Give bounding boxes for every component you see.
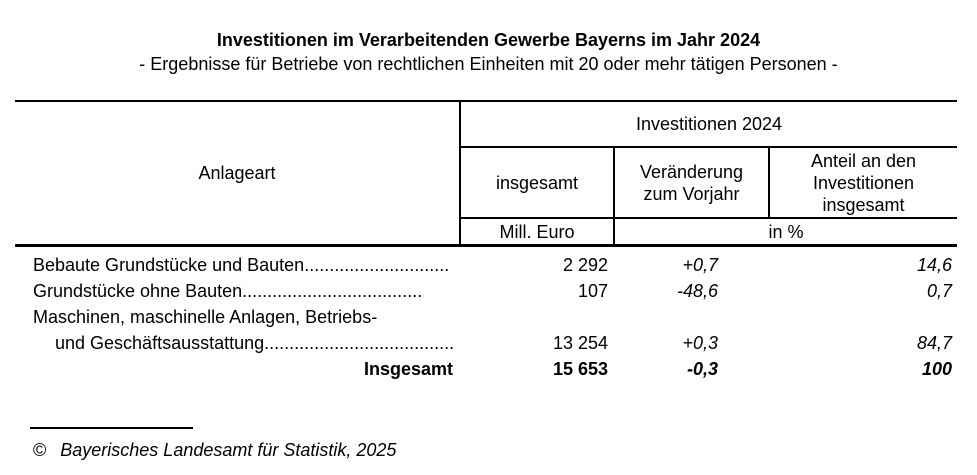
row-label-text: Grundstücke ohne Bauten <box>33 280 243 301</box>
dot-leader: ............................. <box>304 254 450 275</box>
column-header-anlageart: Anlageart <box>15 102 461 244</box>
unit-header-mill-euro: Mill. Euro <box>461 219 615 244</box>
value-veraenderung: -0,3 <box>686 358 718 379</box>
value-anteil: 100 <box>921 358 952 379</box>
table-row-bebaute-grundstuecke: Bebaute Grundstücke und Bauten..........… <box>15 252 957 278</box>
row-label: Bebaute Grundstücke und Bauten..........… <box>15 255 461 276</box>
column-group-header-investitionen: Investitionen 2024 <box>461 102 957 148</box>
table-header: Anlageart Investitionen 2024 insgesamt V… <box>15 100 957 247</box>
value-anteil: 14,6 <box>916 254 952 275</box>
row-label-text: und Geschäftsausstattung <box>55 332 265 353</box>
dot-leader: ...................................... <box>264 332 455 353</box>
table-row-maschinen-line1: Maschinen, maschinelle Anlagen, Betriebs… <box>15 304 957 330</box>
footnote-divider <box>30 427 193 429</box>
value-insgesamt: 107 <box>577 280 608 301</box>
row-label-text: Maschinen, maschinelle Anlagen, Betriebs… <box>33 306 378 327</box>
column-header-insgesamt: insgesamt <box>461 148 615 219</box>
column-header-anteil: Anteil an den Investitionen insgesamt <box>770 148 957 219</box>
row-label: und Geschäftsausstattung................… <box>15 333 461 354</box>
table-row-insgesamt-total: Insgesamt 15 653 -0,3 100 <box>15 356 957 382</box>
dot-leader: .................................... <box>242 280 423 301</box>
investment-table: Anlageart Investitionen 2024 insgesamt V… <box>15 100 957 382</box>
page-subtitle: - Ergebnisse für Betriebe von rechtliche… <box>139 54 838 74</box>
unit-header-percent: in % <box>768 221 804 242</box>
row-label: Grundstücke ohne Bauten.................… <box>15 281 461 302</box>
copyright-text: Bayerisches Landesamt für Statistik, 202… <box>60 440 397 460</box>
value-veraenderung: +0,3 <box>682 332 718 353</box>
row-label-total: Insgesamt <box>363 358 453 379</box>
copyright-symbol: © <box>33 440 47 460</box>
page-title: Investitionen im Verarbeitenden Gewerbe … <box>216 30 761 50</box>
copyright-line: © Bayerisches Landesamt für Statistik, 20… <box>33 438 396 462</box>
column-header-veraenderung: Veränderung zum Vorjahr <box>615 148 770 219</box>
value-anteil: 0,7 <box>926 280 952 301</box>
value-insgesamt: 13 254 <box>552 332 608 353</box>
value-insgesamt: 15 653 <box>552 358 608 379</box>
row-label-text: Bebaute Grundstücke und Bauten <box>33 254 305 275</box>
value-veraenderung: +0,7 <box>682 254 718 275</box>
table-body: Bebaute Grundstücke und Bauten..........… <box>15 247 957 382</box>
value-anteil: 84,7 <box>916 332 952 353</box>
title-block: Investitionen im Verarbeitenden Gewerbe … <box>0 28 977 76</box>
table-row-grundstuecke-ohne-bauten: Grundstücke ohne Bauten.................… <box>15 278 957 304</box>
table-row-maschinen-line2: und Geschäftsausstattung................… <box>15 330 957 356</box>
value-veraenderung: -48,6 <box>676 280 718 301</box>
row-label: Maschinen, maschinelle Anlagen, Betriebs… <box>15 307 461 328</box>
value-insgesamt: 2 292 <box>562 254 608 275</box>
